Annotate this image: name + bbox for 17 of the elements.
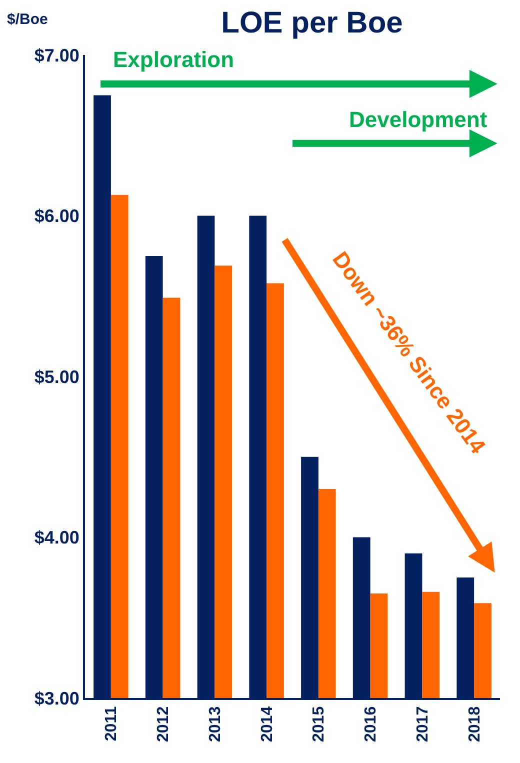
y-tick-label: $6.00 (34, 206, 80, 226)
x-tick-label: 2015 (310, 706, 328, 742)
chart-title: LOE per Boe (221, 6, 403, 40)
y-tick-label: $7.00 (34, 45, 80, 66)
x-tick-label: 2017 (414, 706, 432, 742)
annotation: Exploration (113, 47, 234, 72)
x-tick-label: 2013 (206, 706, 224, 742)
x-tick-label: 2012 (155, 706, 172, 742)
x-tick-label: 2014 (258, 706, 276, 742)
y-axis-title: $/Boe (7, 11, 48, 28)
x-tick-label: 2011 (103, 706, 120, 742)
x-tick-label: 2018 (466, 706, 484, 742)
y-tick-label: $3.00 (34, 688, 80, 708)
y-tick-label: $4.00 (34, 528, 80, 548)
annotation: Development (349, 107, 488, 132)
x-tick-label: 2016 (362, 706, 380, 742)
y-tick-label: $5.00 (34, 366, 80, 387)
